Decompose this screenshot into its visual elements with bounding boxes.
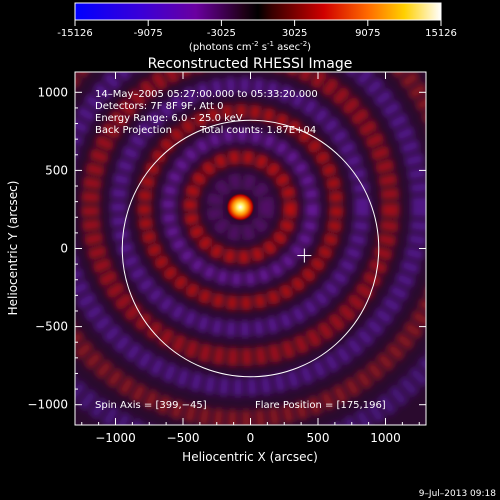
flare-position-marker — [297, 248, 312, 263]
annotation-time-range: 14–May–2005 05:27:00.000 to 05:33:20.000 — [95, 89, 318, 100]
y-tick-label: 1000 — [37, 85, 68, 99]
footer-timestamp: 9–Jul–2013 09:18 — [419, 489, 497, 499]
y-tick-label: 0 — [60, 242, 68, 256]
annotation-energy-range: Energy Range: 6.0 – 25.0 keV — [95, 113, 243, 124]
annotation-total-counts: Total counts: 1.87E+04 — [199, 125, 316, 136]
colorbar-tick-label: 9075 — [355, 28, 380, 39]
colorbar-ticks: -15126 -9075 -3025 3025 9075 15126 — [57, 20, 457, 39]
solar-limb-circle — [121, 119, 380, 378]
axis-tick-labels: −1000 −500 0 500 1000 −1000 −500 0 500 1000 — [27, 85, 400, 445]
x-axis-title: Heliocentric X (arcsec) — [182, 450, 318, 464]
x-tick-label: −1000 — [95, 431, 136, 445]
flare-source — [226, 193, 255, 222]
colorbar-unit-label: (photons cm-2 s-1 asec-2) — [189, 40, 311, 53]
colorbar-tick-label: -3025 — [207, 28, 236, 39]
annotation-flare-position: Flare Position = [175,196] — [255, 400, 386, 411]
colorbar-tick-label: 3025 — [282, 28, 307, 39]
annotation-method: Back Projection — [95, 125, 172, 136]
colorbar-tick-label: -9075 — [134, 28, 163, 39]
colorbar-tick-label: 15126 — [425, 28, 457, 39]
fringe-ring — [81, 72, 400, 367]
y-tick-label: −1000 — [27, 398, 68, 412]
fringe-ring — [206, 173, 275, 242]
fringe-ring — [110, 77, 371, 338]
y-tick-label: 500 — [45, 163, 68, 177]
y-tick-label: −500 — [35, 320, 68, 334]
x-tick-label: −500 — [167, 431, 200, 445]
colorbar — [74, 2, 442, 21]
fringe-ring — [137, 104, 344, 311]
fringe-ring — [183, 150, 298, 265]
fringe-ring — [75, 72, 426, 397]
annotation-spin-axis: Spin Axis = [399,−45] — [95, 400, 207, 411]
annotation-detectors: Detectors: 7F 8F 9F, Att 0 — [95, 101, 223, 112]
fringe-ring — [161, 128, 320, 287]
chart-title: Reconstructed RHESSI Image — [148, 56, 353, 72]
colorbar-tick-label: -15126 — [57, 28, 92, 39]
x-tick-label: 500 — [307, 431, 330, 445]
heatmap-image — [75, 72, 426, 425]
x-tick-label: 0 — [247, 431, 255, 445]
axis-ticks — [75, 72, 426, 425]
y-axis-title: Heliocentric Y (arcsec) — [6, 181, 20, 316]
x-tick-label: 1000 — [370, 431, 401, 445]
